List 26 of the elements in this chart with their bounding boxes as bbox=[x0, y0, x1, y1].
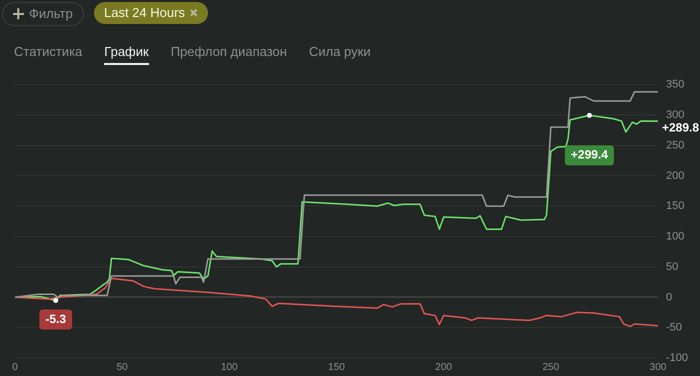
text: Статистика bbox=[14, 44, 82, 61]
x-tick-label: 250 bbox=[542, 362, 560, 373]
x-tick-label: 200 bbox=[435, 362, 452, 373]
x-tick-label: 300 bbox=[650, 362, 667, 373]
y-tick-label: 350 bbox=[666, 78, 684, 91]
y-tick-label: -100 bbox=[666, 352, 688, 364]
text: Фильтр bbox=[29, 5, 73, 23]
x-tick-label: 100 bbox=[220, 362, 238, 373]
text: График bbox=[104, 44, 149, 65]
x-tick-label: 150 bbox=[328, 362, 346, 373]
y-tick-label: 250 bbox=[666, 139, 684, 152]
text: Last 24 Hours bbox=[104, 4, 185, 22]
annotation: +299.4 bbox=[570, 148, 608, 162]
text: Сила руки bbox=[308, 44, 371, 61]
x-tick-label: 0 bbox=[12, 362, 18, 373]
y-tick-label: 150 bbox=[666, 200, 684, 212]
y-tick-label: 0 bbox=[666, 291, 672, 304]
x-tick-label: 50 bbox=[116, 362, 128, 373]
annotation: +289.8 bbox=[662, 120, 700, 134]
y-tick-label: 200 bbox=[666, 170, 684, 182]
annotation: -5.3 bbox=[45, 312, 66, 326]
text: Префлоп диапазон bbox=[170, 44, 287, 61]
y-tick-label: 100 bbox=[666, 230, 684, 243]
y-tick-label: 300 bbox=[666, 109, 684, 122]
y-tick-label: 50 bbox=[666, 260, 678, 273]
y-tick-label: -50 bbox=[666, 322, 682, 334]
